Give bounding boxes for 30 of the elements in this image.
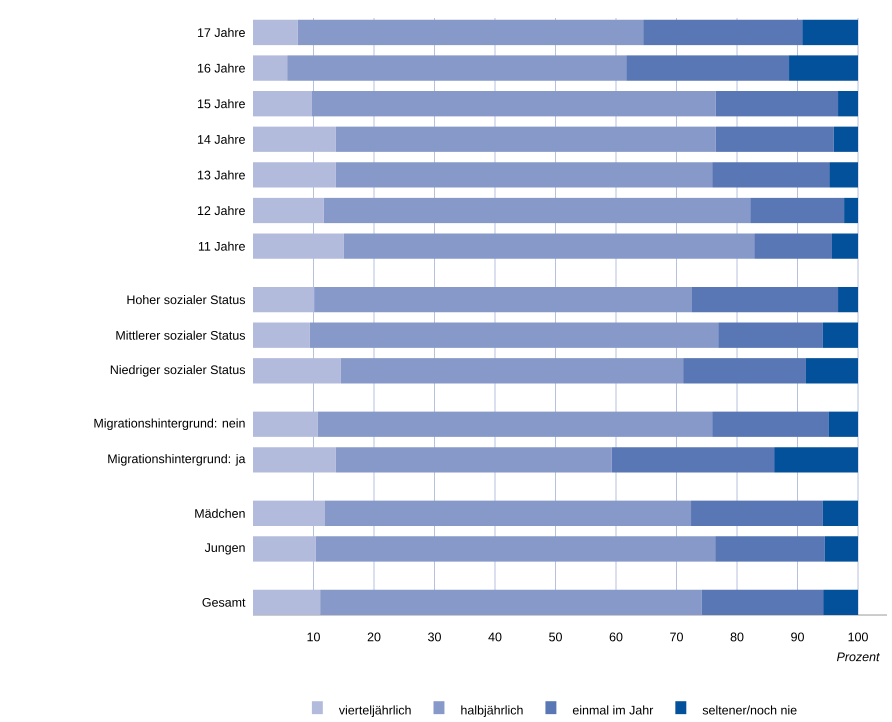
- x-tick-label: 40: [488, 632, 502, 642]
- x-tick-label: 90: [791, 632, 804, 642]
- x-tick-label: 30: [428, 632, 441, 642]
- legend-label: vierteljährlich: [338, 705, 411, 718]
- legend-label: halbjährlich: [461, 705, 523, 718]
- x-axis-title: Prozent: [836, 652, 880, 662]
- x-tick-label: 80: [730, 632, 744, 642]
- y-tick-label: Gesamt: [202, 598, 246, 607]
- y-tick-label: Mädchen: [195, 508, 245, 518]
- y-tick-label: 13 Jahre: [198, 170, 245, 180]
- y-tick-label: Mittlerer sozialer Status: [116, 330, 246, 340]
- y-tick-label: 12 Jahre: [198, 206, 245, 216]
- y-tick-label: 17 Jahre: [198, 28, 245, 38]
- x-tick-label: 100: [848, 632, 868, 642]
- y-tick-label: Jungen: [204, 543, 245, 554]
- x-tick-label: 10: [308, 632, 320, 642]
- x-tick-label: 50: [549, 632, 562, 642]
- y-tick-label: 16 Jahre: [198, 63, 245, 73]
- legend-label: seltener/noch nie: [702, 705, 797, 715]
- y-tick-label: 15 Jahre: [198, 99, 245, 108]
- x-tick-label: 20: [368, 632, 380, 642]
- x-tick-label: 60: [610, 632, 622, 642]
- y-tick-label: Hoher sozialer Status: [127, 295, 246, 304]
- y-tick-label: Migrationshintergrund: nein: [94, 418, 245, 430]
- x-tick-label: 70: [670, 632, 683, 642]
- y-tick-label: Niedriger sozialer Status: [110, 365, 245, 377]
- y-tick-label: 14 Jahre: [198, 134, 245, 144]
- y-tick-label: Migrationshintergrund: ja: [108, 454, 246, 466]
- y-tick-label: 11 Jahre: [198, 242, 245, 251]
- legend-label: einmal im Jahr: [572, 705, 654, 715]
